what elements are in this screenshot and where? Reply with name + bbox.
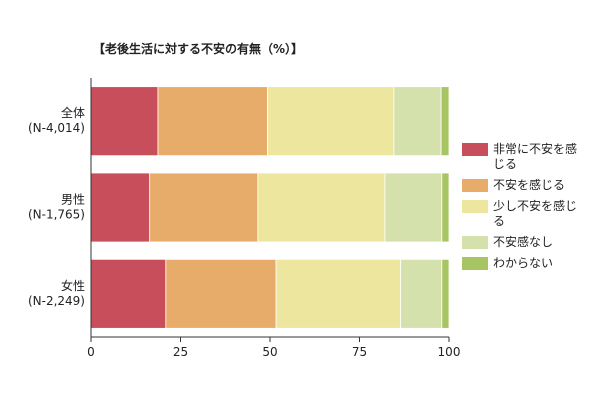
legend-item: わからない (462, 256, 592, 271)
category-label: 女性(N-2,249) (28, 278, 85, 308)
legend-swatch (462, 257, 488, 270)
category-label: 男性(N-1,765) (28, 193, 85, 222)
bar-segment (157, 86, 268, 157)
legend-item: 少し不安を感じる (462, 199, 592, 229)
bar-segment (165, 258, 277, 329)
bar-segment (257, 172, 386, 243)
legend-swatch (462, 236, 488, 249)
chart-legend: 非常に不安を感じる不安を感じる少し不安を感じる不安感なしわからない (462, 142, 592, 277)
legend-swatch (462, 200, 488, 213)
legend-label: わからない (493, 256, 554, 270)
legend-item: 不安感なし (462, 235, 592, 250)
legend-swatch (462, 143, 488, 156)
bar-segment (441, 258, 450, 329)
legend-label: 不安を感じる (493, 178, 566, 192)
bar-segment (393, 86, 442, 157)
bar-segment (384, 172, 443, 243)
category-label: 全体(N-4,014) (28, 105, 85, 135)
legend-label: 不安感なし (493, 235, 554, 249)
bar-segment (440, 86, 450, 157)
bar-segment (149, 172, 259, 243)
bar-segment (90, 172, 151, 243)
legend-swatch (462, 179, 488, 192)
x-tick-label: 0 (87, 345, 95, 359)
bar-segment (90, 86, 159, 157)
x-tick-label: 25 (173, 345, 188, 359)
bar-segment (441, 172, 450, 243)
bar-segment (267, 86, 395, 157)
bar-segment (275, 258, 402, 329)
x-tick-label: 100 (438, 345, 461, 359)
chart-title: 【老後生活に対する不安の有無（%）】 (93, 42, 304, 56)
bar-segment (400, 258, 443, 329)
legend-label: 少し不安を感じる (493, 199, 578, 228)
legend-label: 非常に不安を感じる (493, 142, 578, 171)
legend-item: 不安を感じる (462, 178, 592, 193)
legend-item: 非常に不安を感じる (462, 142, 592, 172)
x-tick-label: 50 (262, 345, 277, 359)
bar-segment (90, 258, 167, 329)
x-tick-label: 75 (352, 345, 367, 359)
